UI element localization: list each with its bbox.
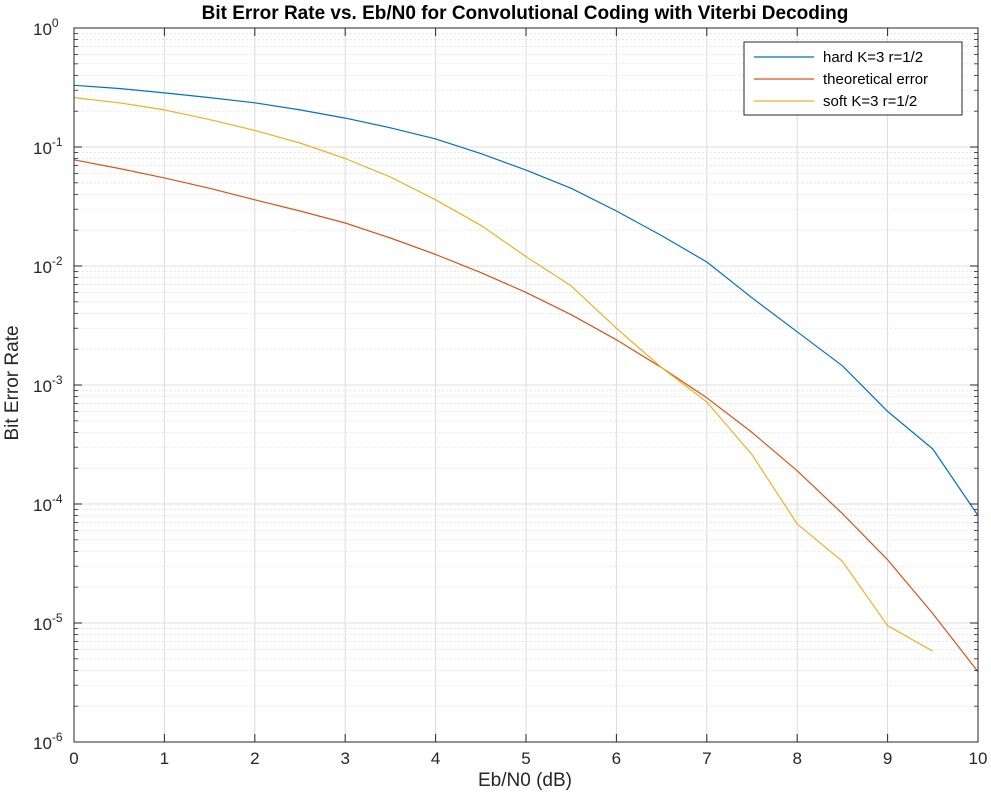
x-tick-label: 5 <box>521 749 530 768</box>
legend-label: hard K=3 r=1/2 <box>823 49 923 66</box>
y-tick-exponent: 0 <box>52 16 59 30</box>
chart-title: Bit Error Rate vs. Eb/N0 for Convolution… <box>202 3 849 24</box>
y-tick-label: 10-5 <box>33 611 63 634</box>
x-tick-label: 9 <box>883 749 892 768</box>
series-layer <box>73 84 979 673</box>
legend-box <box>743 41 963 116</box>
series-line-2 <box>73 97 934 652</box>
x-tick-label: 4 <box>431 749 440 768</box>
x-tick-label: 0 <box>69 749 78 768</box>
x-tick-label: 10 <box>969 749 988 768</box>
y-axis-label: Bit Error Rate <box>2 325 23 440</box>
x-tick-label: 2 <box>250 749 259 768</box>
y-tick-base: 10 <box>33 377 52 396</box>
y-tick-label: 10-2 <box>33 254 63 277</box>
x-tick-label: 3 <box>340 749 349 768</box>
x-tick-label: 6 <box>612 749 621 768</box>
x-tick-label: 8 <box>792 749 801 768</box>
y-tick-exponent: -3 <box>52 373 63 387</box>
legend: hard K=3 r=1/2 theoretical error soft K=3 … <box>743 41 963 116</box>
x-tick-label: 7 <box>702 749 711 768</box>
y-tick-base: 10 <box>33 496 52 515</box>
y-tick-base: 10 <box>33 615 52 634</box>
axis-ticks <box>73 27 979 743</box>
y-tick-exponent: -6 <box>52 730 63 744</box>
y-tick-base: 10 <box>33 734 52 753</box>
x-tick-labels: 0 1 2 3 4 5 6 7 8 9 10 <box>69 749 987 768</box>
y-tick-base: 10 <box>33 258 52 277</box>
y-tick-exponent: -5 <box>52 611 63 625</box>
y-tick-label: 10-3 <box>33 373 63 396</box>
x-axis-label: Eb/N0 (dB) <box>478 770 572 791</box>
series-line-1 <box>73 159 979 673</box>
y-tick-label: 100 <box>33 16 59 39</box>
y-tick-exponent: -2 <box>52 254 63 268</box>
y-tick-base: 10 <box>33 20 52 39</box>
y-tick-label: 10-6 <box>33 730 63 753</box>
x-tick-label: 1 <box>160 749 169 768</box>
y-tick-exponent: -1 <box>52 135 63 149</box>
y-tick-label: 10-4 <box>33 492 63 515</box>
y-tick-label: 10-1 <box>33 135 63 158</box>
y-tick-exponent: -4 <box>52 492 63 506</box>
legend-label: soft K=3 r=1/2 <box>823 93 917 110</box>
y-tick-base: 10 <box>33 139 52 158</box>
series-line-0 <box>73 84 979 516</box>
legend-label: theoretical error <box>823 71 928 88</box>
